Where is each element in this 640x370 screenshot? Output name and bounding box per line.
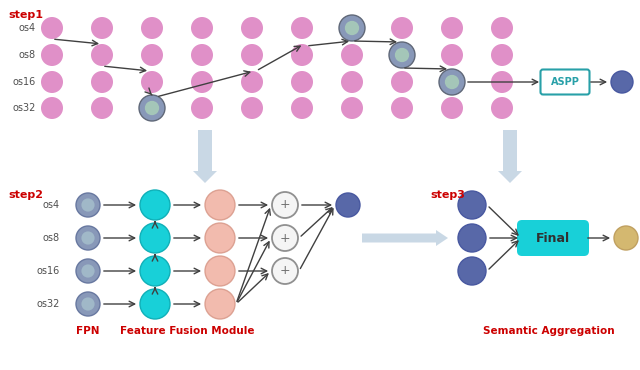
Circle shape xyxy=(81,198,95,212)
Circle shape xyxy=(41,44,63,66)
Circle shape xyxy=(395,48,409,62)
Circle shape xyxy=(81,265,95,278)
Text: os8: os8 xyxy=(19,50,36,60)
Circle shape xyxy=(140,289,170,319)
Circle shape xyxy=(191,71,213,93)
Circle shape xyxy=(91,97,113,119)
Text: os32: os32 xyxy=(13,103,36,113)
Circle shape xyxy=(205,190,235,220)
Circle shape xyxy=(341,44,363,66)
Circle shape xyxy=(141,97,163,119)
FancyBboxPatch shape xyxy=(517,220,589,256)
Circle shape xyxy=(141,44,163,66)
Circle shape xyxy=(391,17,413,39)
Text: step3: step3 xyxy=(430,190,465,200)
Text: os4: os4 xyxy=(43,200,60,210)
Circle shape xyxy=(140,190,170,220)
Text: ASPP: ASPP xyxy=(550,77,579,87)
Circle shape xyxy=(140,256,170,286)
Circle shape xyxy=(391,97,413,119)
Circle shape xyxy=(441,17,463,39)
Circle shape xyxy=(76,193,100,217)
Text: Final: Final xyxy=(536,232,570,245)
Text: step1: step1 xyxy=(8,10,43,20)
Text: os16: os16 xyxy=(13,77,36,87)
Circle shape xyxy=(91,71,113,93)
Circle shape xyxy=(205,223,235,253)
Text: +: + xyxy=(280,198,291,212)
Text: os4: os4 xyxy=(19,23,36,33)
Circle shape xyxy=(91,44,113,66)
Text: +: + xyxy=(280,265,291,278)
Circle shape xyxy=(241,71,263,93)
Circle shape xyxy=(339,15,365,41)
Circle shape xyxy=(76,259,100,283)
Circle shape xyxy=(41,71,63,93)
Circle shape xyxy=(91,17,113,39)
Circle shape xyxy=(491,97,513,119)
Circle shape xyxy=(191,44,213,66)
Circle shape xyxy=(205,289,235,319)
Circle shape xyxy=(491,17,513,39)
Circle shape xyxy=(76,226,100,250)
Circle shape xyxy=(441,71,463,93)
Circle shape xyxy=(611,71,633,93)
Circle shape xyxy=(441,44,463,66)
Circle shape xyxy=(439,69,465,95)
Text: Feature Fusion Module: Feature Fusion Module xyxy=(120,326,255,336)
Circle shape xyxy=(272,225,298,251)
FancyArrow shape xyxy=(362,230,448,246)
Circle shape xyxy=(614,226,638,250)
Circle shape xyxy=(139,95,165,121)
Text: Semantic Aggregation: Semantic Aggregation xyxy=(483,326,615,336)
Circle shape xyxy=(391,44,413,66)
Circle shape xyxy=(458,257,486,285)
Circle shape xyxy=(458,224,486,252)
Circle shape xyxy=(341,17,363,39)
Circle shape xyxy=(81,297,95,310)
Text: step2: step2 xyxy=(8,190,43,200)
Circle shape xyxy=(391,71,413,93)
Circle shape xyxy=(140,223,170,253)
Circle shape xyxy=(272,258,298,284)
Circle shape xyxy=(491,44,513,66)
Circle shape xyxy=(389,42,415,68)
Circle shape xyxy=(341,97,363,119)
Text: os8: os8 xyxy=(43,233,60,243)
Circle shape xyxy=(141,71,163,93)
Text: os16: os16 xyxy=(36,266,60,276)
Circle shape xyxy=(291,44,313,66)
Circle shape xyxy=(336,193,360,217)
Circle shape xyxy=(191,17,213,39)
Circle shape xyxy=(272,192,298,218)
Circle shape xyxy=(191,97,213,119)
Circle shape xyxy=(291,71,313,93)
Circle shape xyxy=(205,256,235,286)
Circle shape xyxy=(76,292,100,316)
Circle shape xyxy=(41,17,63,39)
Circle shape xyxy=(145,101,159,115)
Circle shape xyxy=(41,97,63,119)
Circle shape xyxy=(291,97,313,119)
Circle shape xyxy=(491,71,513,93)
FancyArrow shape xyxy=(498,130,522,183)
Circle shape xyxy=(141,17,163,39)
Circle shape xyxy=(345,21,359,35)
Circle shape xyxy=(458,191,486,219)
Circle shape xyxy=(241,17,263,39)
FancyBboxPatch shape xyxy=(541,70,589,94)
Text: os32: os32 xyxy=(36,299,60,309)
Circle shape xyxy=(291,17,313,39)
Circle shape xyxy=(341,71,363,93)
Text: FPN: FPN xyxy=(76,326,100,336)
Circle shape xyxy=(81,231,95,245)
Circle shape xyxy=(445,75,459,89)
Circle shape xyxy=(441,97,463,119)
Text: +: + xyxy=(280,232,291,245)
Circle shape xyxy=(241,44,263,66)
FancyArrow shape xyxy=(193,130,217,183)
Circle shape xyxy=(241,97,263,119)
